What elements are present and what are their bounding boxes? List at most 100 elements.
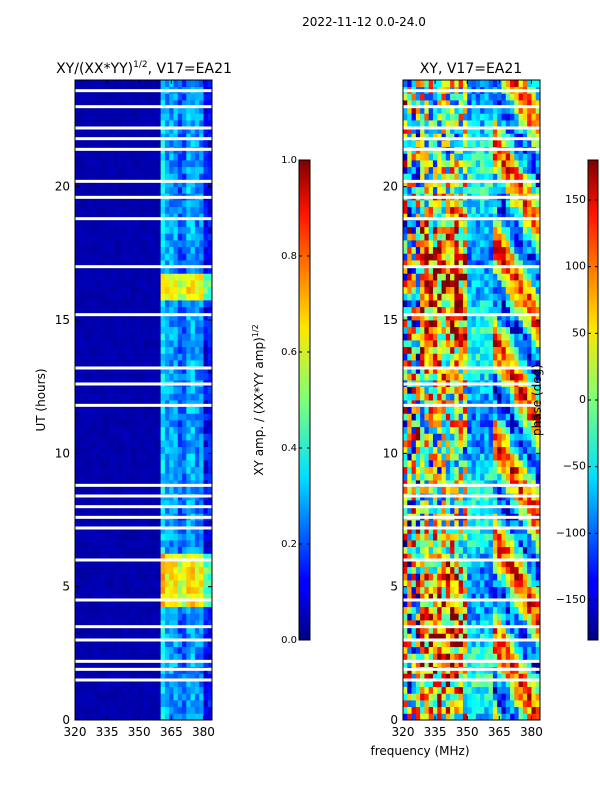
phase-cell xyxy=(475,640,481,648)
phase-cell xyxy=(505,500,511,508)
phase-cell xyxy=(415,613,421,621)
amplitude-cell xyxy=(160,700,166,708)
amplitude-cell xyxy=(122,240,127,248)
amplitude-cell xyxy=(100,613,106,621)
amplitude-cell xyxy=(173,306,179,314)
phase-cell xyxy=(462,386,468,394)
amplitude-cell xyxy=(96,113,102,121)
phase-cell xyxy=(411,473,417,481)
phase-cell xyxy=(531,613,537,621)
amplitude-cell xyxy=(203,246,209,254)
amplitude-cell xyxy=(126,526,132,534)
amplitude-cell xyxy=(207,433,212,441)
amplitude-cell xyxy=(164,213,170,221)
amplitude-heatmap xyxy=(75,80,212,720)
phase-cell xyxy=(531,646,537,654)
phase-cell xyxy=(518,433,524,441)
amplitude-cell xyxy=(182,213,187,221)
amplitude-cell xyxy=(169,326,174,334)
phase-cell xyxy=(510,406,515,414)
amplitude-cell xyxy=(113,540,119,548)
amplitude-cell xyxy=(126,353,132,361)
amplitude-cell xyxy=(92,433,97,441)
amplitude-colorbar-gradient xyxy=(298,159,311,641)
amplitude-cell xyxy=(100,500,106,508)
amplitude-cell xyxy=(169,166,174,174)
phase-panel-title: XY, V17=EA21 xyxy=(420,61,522,77)
phase-cell xyxy=(411,533,417,541)
amplitude-cell xyxy=(160,653,166,661)
amplitude-cell xyxy=(113,480,119,488)
amplitude-cell xyxy=(100,673,106,681)
amplitude-cell xyxy=(186,546,191,554)
phase-cell xyxy=(424,646,430,654)
amplitude-cell xyxy=(92,386,97,394)
amplitude-cell xyxy=(169,233,174,241)
phase-cell xyxy=(471,506,477,514)
amplitude-cell xyxy=(117,713,123,720)
phase-cell xyxy=(518,626,524,634)
amplitude-cell xyxy=(194,233,200,241)
amplitude-cell xyxy=(152,386,157,394)
amplitude-cell xyxy=(169,560,174,568)
phase-cell xyxy=(407,686,412,694)
amplitude-cell xyxy=(177,566,183,574)
amplitude-cell xyxy=(147,253,153,261)
phase-cell xyxy=(497,373,502,381)
amplitude-cell xyxy=(79,413,84,421)
amplitude-cell xyxy=(134,440,140,448)
amplitude-cell xyxy=(83,573,89,581)
colorbar-tick-label: 0.0 xyxy=(281,635,297,646)
amplitude-cell xyxy=(113,466,119,474)
phase-cell xyxy=(505,706,511,714)
amplitude-cell xyxy=(113,653,119,661)
amplitude-cell xyxy=(79,240,84,248)
amplitude-cell xyxy=(87,373,93,381)
phase-cell xyxy=(454,440,460,448)
phase-cell xyxy=(454,433,460,441)
amplitude-cell xyxy=(122,326,127,334)
amplitude-cell xyxy=(117,586,123,594)
phase-cell xyxy=(475,353,481,361)
phase-cell xyxy=(471,420,477,428)
amplitude-cell xyxy=(199,506,204,514)
phase-cell xyxy=(471,640,477,648)
amplitude-cell xyxy=(156,173,162,181)
amplitude-cell xyxy=(177,486,183,494)
amplitude-cell xyxy=(207,586,212,594)
phase-cell xyxy=(424,453,430,461)
amplitude-cell xyxy=(173,620,179,628)
amplitude-cell xyxy=(75,220,80,228)
amplitude-cell xyxy=(117,180,123,188)
phase-cell xyxy=(450,406,455,414)
phase-cell xyxy=(522,600,528,608)
phase-cell xyxy=(424,340,430,348)
amplitude-cell xyxy=(83,400,89,408)
amplitude-cell xyxy=(164,593,170,601)
amplitude-cell xyxy=(100,313,106,321)
amplitude-cell xyxy=(143,426,149,434)
amplitude-cell xyxy=(160,620,166,628)
amplitude-cell xyxy=(139,566,144,574)
amplitude-cell xyxy=(92,553,97,561)
phase-cell xyxy=(462,620,468,628)
amplitude-cell xyxy=(83,253,89,261)
amplitude-cell xyxy=(207,373,212,381)
amplitude-cell xyxy=(164,500,170,508)
amplitude-cell xyxy=(199,173,204,181)
amplitude-cell xyxy=(147,286,153,294)
amplitude-cell xyxy=(96,426,102,434)
amplitude-cell xyxy=(117,260,123,268)
amplitude-cell xyxy=(100,133,106,141)
phase-cell xyxy=(424,346,430,354)
amplitude-cell xyxy=(100,200,106,208)
amplitude-cell xyxy=(117,606,123,614)
amplitude-cell xyxy=(126,180,132,188)
amplitude-cell xyxy=(100,633,106,641)
phase-cell xyxy=(415,406,421,414)
amplitude-cell xyxy=(152,686,157,694)
phase-cell xyxy=(535,653,540,661)
data-gap-line xyxy=(75,366,212,370)
amplitude-cell xyxy=(122,393,127,401)
phase-cell xyxy=(522,520,528,528)
